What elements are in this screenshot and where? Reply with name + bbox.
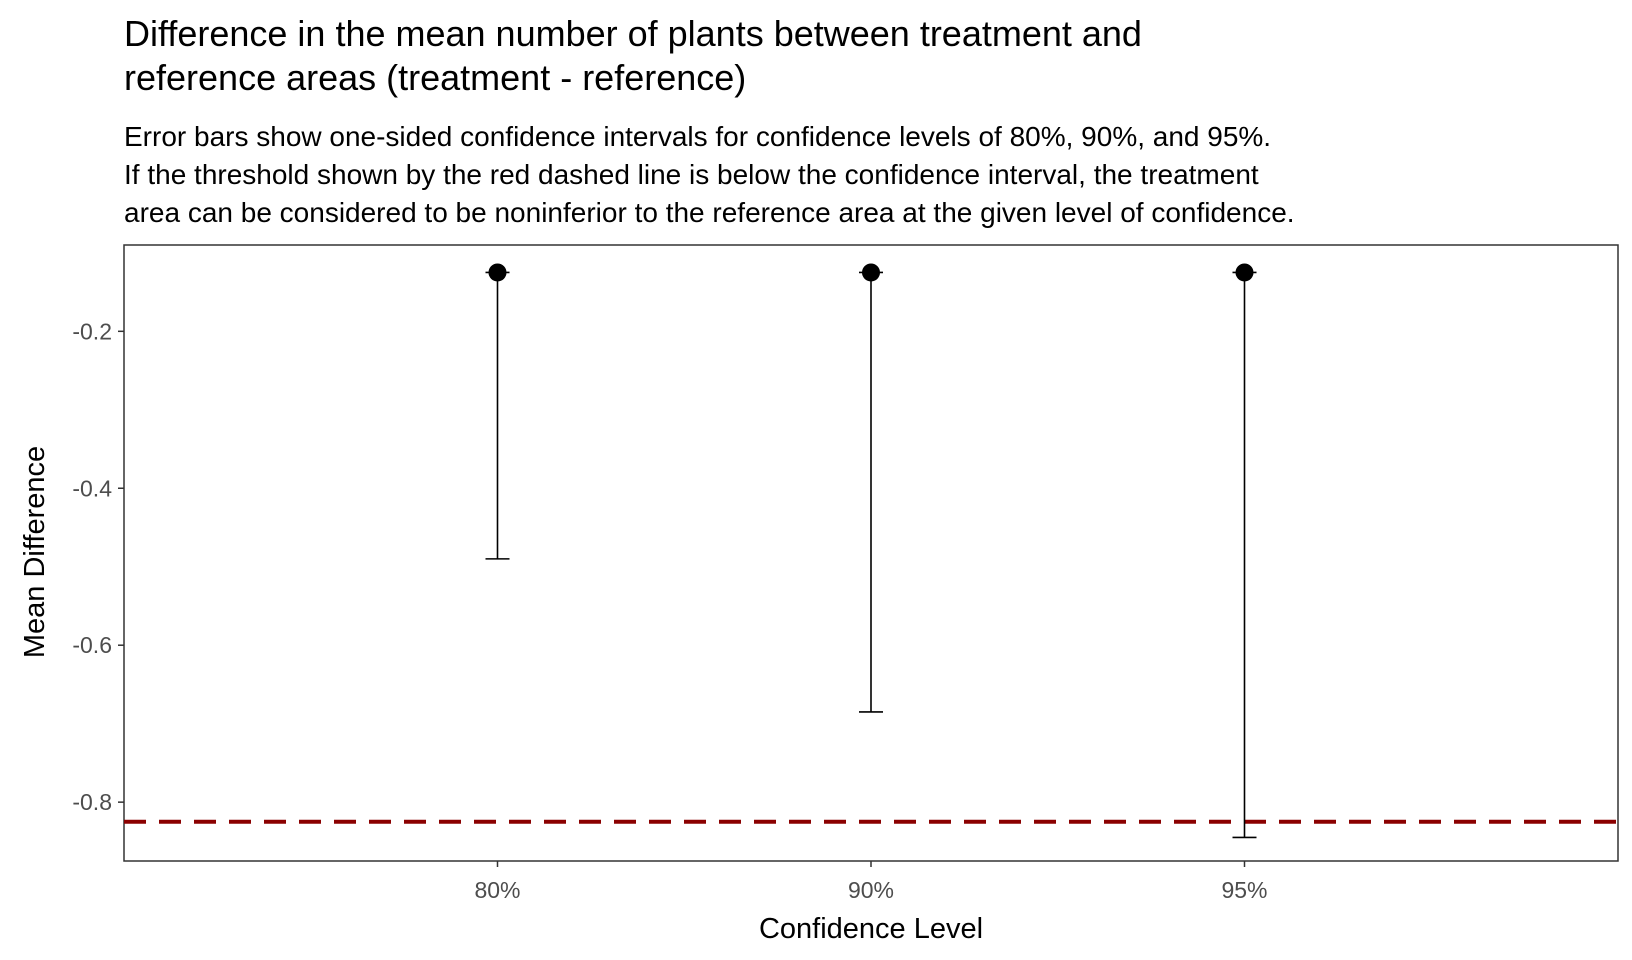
y-axis: -0.2 -0.4 -0.6 -0.8 <box>72 318 124 815</box>
point-layer <box>488 263 1254 282</box>
x-tick-label: 90% <box>848 877 894 903</box>
y-tick-label: -0.8 <box>72 789 112 815</box>
point-95% <box>1235 263 1254 282</box>
y-axis-title: Mean Difference <box>19 446 51 658</box>
x-tick-label: 95% <box>1221 877 1267 903</box>
x-tick-label: 80% <box>474 877 520 903</box>
point-90% <box>862 263 880 282</box>
errorbar-layer <box>485 271 1257 839</box>
chart-title: Difference in the mean number of plants … <box>124 13 1142 98</box>
y-tick-label: -0.2 <box>72 318 112 344</box>
point-80% <box>488 263 507 282</box>
y-tick-label: -0.4 <box>72 475 112 501</box>
x-axis-title: Confidence Level <box>759 913 983 945</box>
chart-subtitle: Error bars show one-sided confidence int… <box>124 121 1295 228</box>
x-axis: 80% 90% 95% <box>474 861 1268 903</box>
y-tick-label: -0.6 <box>72 632 112 658</box>
